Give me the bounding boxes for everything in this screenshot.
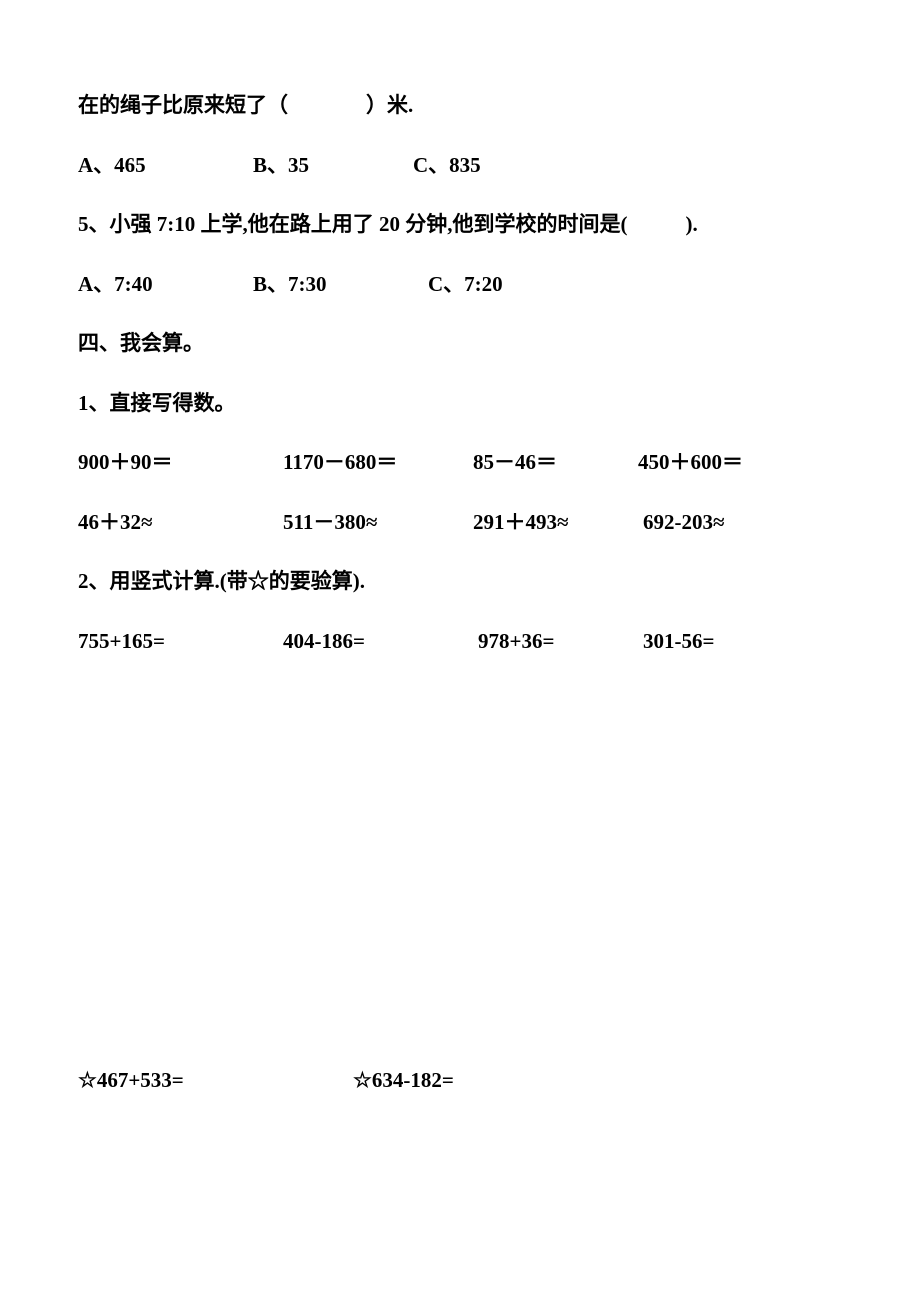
q5-line: 5、小强 7:10 上学,他在路上用了 20 分钟,他到学校的时间是(). bbox=[78, 209, 842, 241]
q5-opt-b: B、7:30 bbox=[253, 269, 428, 301]
part2-row1: 755+165= 404-186= 978+36= 301-56= bbox=[78, 626, 842, 658]
part1-heading: 1、直接写得数。 bbox=[78, 388, 842, 420]
part1-row1: 900＋90＝ 1170－680＝ 85－46＝ 450＋600＝ bbox=[78, 447, 842, 479]
calc-expr: 291＋493≈ bbox=[473, 507, 643, 539]
part2-heading: 2、用竖式计算.(带☆的要验算). bbox=[78, 566, 842, 598]
calc-expr: 755+165= bbox=[78, 626, 283, 658]
calc-expr: ☆467+533= bbox=[78, 1065, 353, 1097]
q4-options: A、465 B、35 C、835 bbox=[78, 150, 842, 182]
workspace-gap bbox=[78, 685, 842, 1065]
calc-expr: 301-56= bbox=[643, 626, 714, 658]
calc-expr: 46＋32≈ bbox=[78, 507, 283, 539]
q4-tail-line: 在的绳子比原来短了（ ）米. bbox=[78, 90, 842, 122]
section4-heading: 四、我会算。 bbox=[78, 328, 842, 360]
calc-expr: 978+36= bbox=[478, 626, 643, 658]
calc-expr: 1170－680＝ bbox=[283, 447, 473, 479]
calc-expr: 404-186= bbox=[283, 626, 478, 658]
q5-prefix: 5、小强 7:10 上学,他在路上用了 20 分钟,他到学校的时间是( bbox=[78, 212, 627, 236]
q5-suffix: ). bbox=[685, 212, 697, 236]
calc-expr: 511－380≈ bbox=[283, 507, 473, 539]
q5-opt-a: A、7:40 bbox=[78, 269, 253, 301]
calc-expr: 692-203≈ bbox=[643, 507, 725, 539]
q4-opt-c: C、835 bbox=[413, 150, 481, 182]
calc-expr: ☆634-182= bbox=[353, 1065, 454, 1097]
part1-row2: 46＋32≈ 511－380≈ 291＋493≈ 692-203≈ bbox=[78, 507, 842, 539]
calc-expr: 450＋600＝ bbox=[638, 447, 743, 479]
part2-row2: ☆467+533= ☆634-182= bbox=[78, 1065, 842, 1097]
q4-text-after: ）米. bbox=[366, 93, 413, 117]
q4-text-before: 在的绳子比原来短了（ bbox=[78, 93, 288, 117]
q5-opt-c: C、7:20 bbox=[428, 269, 503, 301]
calc-expr: 85－46＝ bbox=[473, 447, 638, 479]
calc-expr: 900＋90＝ bbox=[78, 447, 283, 479]
q5-options: A、7:40 B、7:30 C、7:20 bbox=[78, 269, 842, 301]
q4-opt-a: A、465 bbox=[78, 150, 253, 182]
q4-opt-b: B、35 bbox=[253, 150, 413, 182]
